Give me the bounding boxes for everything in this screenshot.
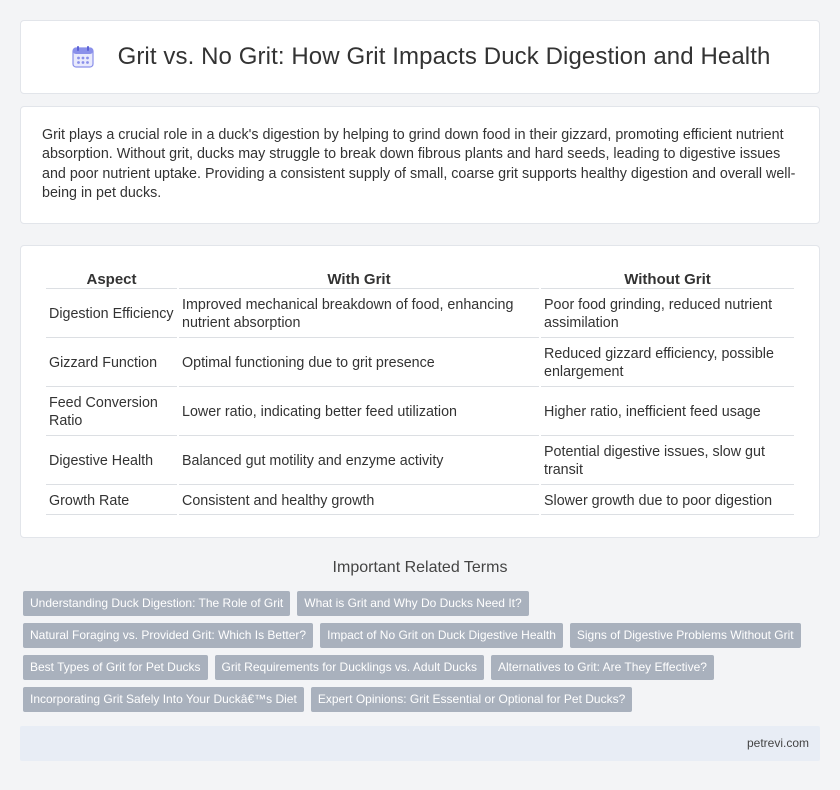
cell-with-grit: Balanced gut motility and enzyme activit… [179, 438, 539, 485]
related-term-link[interactable]: Impact of No Grit on Duck Digestive Heal… [320, 623, 563, 648]
related-term-link[interactable]: Best Types of Grit for Pet Ducks [23, 655, 208, 680]
header-without-grit: Without Grit [541, 268, 794, 289]
table-row: Growth Rate Consistent and healthy growt… [46, 487, 794, 515]
cell-without-grit: Slower growth due to poor digestion [541, 487, 794, 515]
table-row: Digestion Efficiency Improved mechanical… [46, 291, 794, 338]
cell-without-grit: Higher ratio, inefficient feed usage [541, 389, 794, 436]
cell-without-grit: Poor food grinding, reduced nutrient ass… [541, 291, 794, 338]
related-term-link[interactable]: Grit Requirements for Ducklings vs. Adul… [214, 655, 484, 680]
cell-without-grit: Potential digestive issues, slow gut tra… [541, 438, 794, 485]
cell-with-grit: Consistent and healthy growth [179, 487, 539, 515]
table-header-row: Aspect With Grit Without Grit [46, 268, 794, 289]
table-row: Feed Conversion Ratio Lower ratio, indic… [46, 389, 794, 436]
header-card: Grit vs. No Grit: How Grit Impacts Duck … [20, 20, 820, 94]
related-term-link[interactable]: What is Grit and Why Do Ducks Need It? [297, 591, 529, 616]
footer-site-link[interactable]: petrevi.com [746, 736, 809, 750]
cell-aspect: Growth Rate [46, 487, 177, 515]
related-term-link[interactable]: Understanding Duck Digestion: The Role o… [23, 591, 291, 616]
table-row: Digestive Health Balanced gut motility a… [46, 438, 794, 485]
related-terms-list: Understanding Duck Digestion: The Role o… [23, 591, 823, 719]
related-term-link[interactable]: Incorporating Grit Safely Into Your Duck… [23, 687, 304, 712]
comparison-table-card: Aspect With Grit Without Grit Digestion … [20, 245, 820, 538]
cell-without-grit: Reduced gizzard efficiency, possible enl… [541, 340, 794, 387]
related-term-link[interactable]: Expert Opinions: Grit Essential or Optio… [310, 687, 633, 712]
table-row: Gizzard Function Optimal functioning due… [46, 340, 794, 387]
cell-with-grit: Lower ratio, indicating better feed util… [179, 389, 539, 436]
related-term-link[interactable]: Signs of Digestive Problems Without Grit [569, 623, 801, 648]
footer: petrevi.com [20, 726, 820, 761]
cell-with-grit: Optimal functioning due to grit presence [179, 340, 539, 387]
cell-with-grit: Improved mechanical breakdown of food, e… [179, 291, 539, 338]
header-with-grit: With Grit [179, 268, 539, 289]
cell-aspect: Digestion Efficiency [46, 291, 177, 338]
intro-card: Grit plays a crucial role in a duck's di… [20, 106, 820, 224]
cell-aspect: Feed Conversion Ratio [46, 389, 177, 436]
cell-aspect: Gizzard Function [46, 340, 177, 387]
related-term-link[interactable]: Alternatives to Grit: Are They Effective… [490, 655, 714, 680]
related-term-link[interactable]: Natural Foraging vs. Provided Grit: Whic… [23, 623, 314, 648]
page-title: Grit vs. No Grit: How Grit Impacts Duck … [117, 43, 771, 70]
comparison-table: Aspect With Grit Without Grit Digestion … [44, 266, 796, 517]
header-aspect: Aspect [46, 268, 177, 289]
calendar-icon [70, 44, 96, 70]
related-terms-title: Important Related Terms [332, 559, 508, 576]
intro-paragraph: Grit plays a crucial role in a duck's di… [42, 127, 796, 202]
cell-aspect: Digestive Health [46, 438, 177, 485]
